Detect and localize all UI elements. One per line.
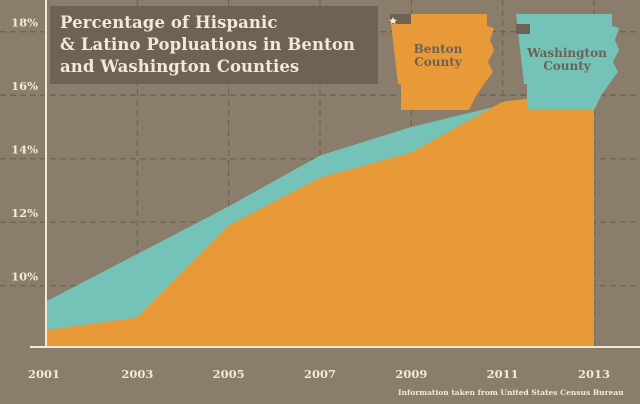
y-tick-label: 18% [11, 16, 38, 30]
chart-axes [30, 0, 640, 348]
x-tick-label: 2009 [395, 367, 427, 381]
title-box [50, 6, 378, 84]
x-tick-label: 2005 [213, 367, 245, 381]
y-tick-label: 16% [11, 79, 38, 93]
chart-areas [46, 92, 594, 346]
benton-label-line-2: County [414, 55, 462, 69]
benton-star-icon [389, 17, 397, 25]
benton-label-line-1: Benton [413, 42, 463, 56]
y-tick-label: 10% [11, 270, 38, 284]
county-maps [389, 14, 619, 110]
chart-title-line-2: & Latino Popluations in Benton [60, 35, 356, 54]
y-tick-label: 12% [11, 206, 38, 220]
x-tick-labels: 2001 2003 2005 2007 2009 2011 2013 [28, 367, 610, 381]
x-tick-label: 2011 [487, 367, 519, 381]
benton-county-area [46, 92, 594, 346]
benton-county-map [390, 14, 494, 110]
washington-label-line-1: Washington [527, 46, 607, 60]
y-tick-label: 14% [11, 143, 38, 157]
benton-county-label: Benton County [398, 43, 478, 69]
chart-title-line-3: and Washington Counties [60, 57, 300, 76]
washington-county-map [516, 14, 619, 110]
washington-county-highlight [516, 24, 530, 34]
benton-county-highlight [390, 14, 411, 24]
washington-county-label: Washington County [518, 47, 616, 73]
x-tick-label: 2001 [28, 367, 60, 381]
x-tick-label: 2003 [121, 367, 153, 381]
source-note: Information taken from United States Cen… [398, 388, 624, 397]
chart-title-line-1: Percentage of Hispanic [60, 13, 278, 32]
washington-label-line-2: County [543, 59, 591, 73]
x-tick-label: 2007 [304, 367, 336, 381]
y-tick-labels: 10% 12% 14% 16% 18% [11, 16, 38, 284]
x-tick-label: 2013 [578, 367, 610, 381]
